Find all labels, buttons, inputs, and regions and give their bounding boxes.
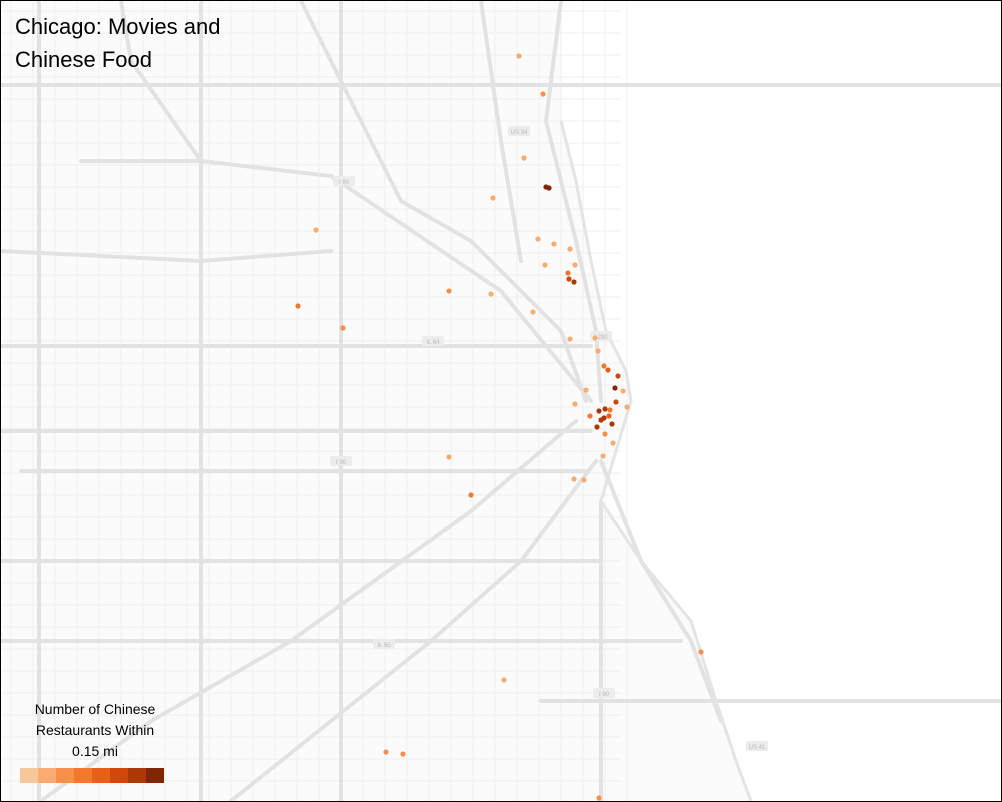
theater-point[interactable]	[594, 424, 600, 430]
legend-title-line-3: 0.15 mi	[72, 743, 118, 759]
road-shield: IL 64	[422, 336, 444, 346]
theater-point[interactable]	[598, 417, 604, 423]
theater-point[interactable]	[542, 262, 548, 268]
theater-point[interactable]	[609, 421, 615, 427]
svg-text:IL 64: IL 64	[426, 340, 440, 346]
theater-point[interactable]	[446, 454, 452, 460]
theater-point[interactable]	[468, 492, 474, 498]
theater-point[interactable]	[530, 309, 536, 315]
svg-text:I 90: I 90	[339, 180, 350, 186]
theater-point[interactable]	[501, 677, 507, 683]
theater-point[interactable]	[605, 367, 611, 373]
theater-point[interactable]	[612, 385, 618, 391]
theater-point[interactable]	[581, 477, 587, 483]
map-title: Chicago: Movies and Chinese Food	[15, 10, 315, 76]
svg-text:US 41: US 41	[749, 745, 766, 751]
legend-title-line-1: Number of Chinese	[34, 701, 156, 717]
theater-point[interactable]	[572, 401, 578, 407]
theater-point[interactable]	[602, 406, 608, 412]
legend-swatch-1	[20, 768, 38, 783]
svg-text:US 34: US 34	[511, 130, 528, 136]
theater-point[interactable]	[596, 408, 602, 414]
theater-point[interactable]	[571, 279, 577, 285]
theater-point[interactable]	[565, 270, 571, 276]
theater-point[interactable]	[595, 348, 601, 354]
theater-point[interactable]	[596, 795, 602, 801]
theater-point[interactable]	[546, 185, 552, 191]
theater-point[interactable]	[592, 335, 598, 341]
title-line-1: Chicago: Movies and	[15, 14, 221, 39]
theater-point[interactable]	[490, 195, 496, 201]
road-shield: I 90	[330, 456, 352, 466]
theater-point[interactable]	[600, 453, 606, 459]
theater-point[interactable]	[698, 649, 704, 655]
svg-text:I 90: I 90	[336, 460, 347, 466]
theater-point[interactable]	[615, 373, 621, 379]
legend-title-line-2: Restaurants Within	[35, 722, 155, 738]
svg-text:I 90: I 90	[599, 692, 610, 698]
theater-point[interactable]	[601, 363, 607, 369]
theater-point[interactable]	[567, 246, 573, 252]
road-shield: IL 50	[373, 639, 395, 649]
legend-swatch-3	[56, 768, 74, 783]
theater-point[interactable]	[571, 476, 577, 482]
road-shield: I 90	[593, 688, 615, 698]
theater-point[interactable]	[613, 399, 619, 405]
theater-point[interactable]	[400, 751, 406, 757]
theater-point[interactable]	[606, 413, 612, 419]
legend-swatch-8	[146, 768, 164, 783]
street-grid	[1, 1, 628, 801]
theater-point[interactable]	[566, 276, 572, 282]
legend-swatch-5	[92, 768, 110, 783]
legend: Number of Chinese Restaurants Within 0.1…	[13, 699, 177, 783]
theater-point[interactable]	[313, 227, 319, 233]
theater-point[interactable]	[516, 53, 522, 59]
legend-color-scale	[20, 768, 164, 783]
theater-point[interactable]	[540, 91, 546, 97]
theater-point[interactable]	[535, 236, 541, 242]
theater-point[interactable]	[383, 749, 389, 755]
theater-point[interactable]	[295, 303, 301, 309]
theater-point[interactable]	[583, 387, 589, 393]
legend-swatch-4	[74, 768, 92, 783]
theater-points	[295, 53, 704, 801]
legend-swatch-7	[128, 768, 146, 783]
theater-point[interactable]	[620, 388, 626, 394]
legend-swatch-6	[110, 768, 128, 783]
theater-point[interactable]	[567, 336, 573, 342]
theater-point[interactable]	[624, 404, 630, 410]
theater-point[interactable]	[340, 325, 346, 331]
svg-text:I 290: I 290	[594, 335, 608, 341]
theater-point[interactable]	[521, 155, 527, 161]
title-line-2: Chinese Food	[15, 47, 152, 72]
theater-point[interactable]	[602, 431, 608, 437]
legend-swatch-2	[38, 768, 56, 783]
road-shield: US 34	[508, 126, 530, 136]
lakeshore	[559, 120, 753, 801]
land-area	[1, 1, 751, 801]
theater-point[interactable]	[572, 262, 578, 268]
theater-point[interactable]	[446, 288, 452, 294]
theater-point[interactable]	[551, 241, 557, 247]
svg-text:IL 50: IL 50	[377, 643, 391, 649]
theater-point[interactable]	[587, 413, 593, 419]
legend-title: Number of Chinese Restaurants Within 0.1…	[13, 699, 177, 762]
theater-point[interactable]	[607, 407, 613, 413]
theater-point[interactable]	[610, 440, 616, 446]
theater-point[interactable]	[488, 291, 494, 297]
road-shield: I 90	[333, 176, 355, 186]
road-shield: US 41	[746, 741, 768, 751]
